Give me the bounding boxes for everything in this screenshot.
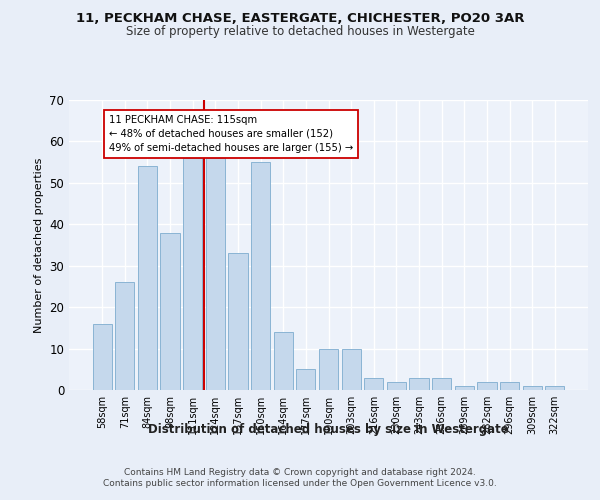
Bar — [500, 382, 519, 390]
Bar — [364, 378, 383, 390]
Bar — [274, 332, 293, 390]
Bar — [251, 162, 270, 390]
Bar — [138, 166, 157, 390]
Bar — [92, 324, 112, 390]
Bar — [432, 378, 451, 390]
Bar — [296, 370, 316, 390]
Bar — [387, 382, 406, 390]
Bar — [160, 232, 180, 390]
Bar — [523, 386, 542, 390]
Text: Size of property relative to detached houses in Westergate: Size of property relative to detached ho… — [125, 25, 475, 38]
Bar — [341, 348, 361, 390]
Y-axis label: Number of detached properties: Number of detached properties — [34, 158, 44, 332]
Bar — [455, 386, 474, 390]
Bar — [477, 382, 497, 390]
Text: Distribution of detached houses by size in Westergate: Distribution of detached houses by size … — [148, 422, 509, 436]
Bar — [319, 348, 338, 390]
Bar — [115, 282, 134, 390]
Bar — [229, 254, 248, 390]
Bar — [206, 158, 225, 390]
Bar — [409, 378, 428, 390]
Bar — [545, 386, 565, 390]
Text: 11, PECKHAM CHASE, EASTERGATE, CHICHESTER, PO20 3AR: 11, PECKHAM CHASE, EASTERGATE, CHICHESTE… — [76, 12, 524, 26]
Bar — [183, 158, 202, 390]
Text: Contains HM Land Registry data © Crown copyright and database right 2024.
Contai: Contains HM Land Registry data © Crown c… — [103, 468, 497, 487]
Text: 11 PECKHAM CHASE: 115sqm
← 48% of detached houses are smaller (152)
49% of semi-: 11 PECKHAM CHASE: 115sqm ← 48% of detach… — [109, 114, 353, 152]
